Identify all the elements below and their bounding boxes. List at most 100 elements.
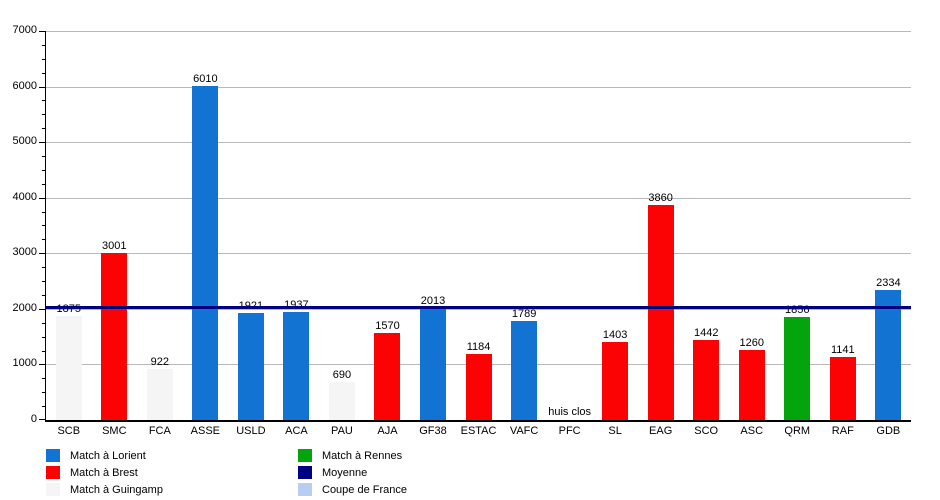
legend-column-2: Match à Rennes Moyenne Coupe de France: [298, 447, 407, 498]
bar-value-label-ACA: 1937: [284, 299, 309, 311]
y-tick-minor-5750: [42, 100, 45, 101]
x-tick-label-SMC: SMC: [102, 425, 127, 437]
legend-item: Match à Lorient: [46, 447, 163, 464]
y-tick-minor-4250: [42, 184, 45, 185]
y-tick-minor-750: [42, 378, 45, 379]
bar-PAU: [328, 382, 355, 420]
x-tick-label-QRM: QRM: [784, 425, 811, 437]
bar-slot-EAG: 3860: [638, 31, 684, 420]
y-tick-major-1000: [39, 364, 45, 365]
y-tick-label-3000: 3000: [12, 246, 37, 258]
plot-area: 1875 3001 922 6010 1921 1937 690 1570 2013 1184 17…: [39, 31, 911, 422]
bar-GDB: [875, 290, 902, 420]
legend-item: Match à Guingamp: [46, 481, 163, 498]
y-tick-minor-3250: [42, 239, 45, 240]
legend-label-coupe: Coupe de France: [322, 483, 407, 496]
gridline-5000: [46, 142, 911, 143]
x-tick-label-GDB: GDB: [876, 425, 901, 437]
y-tick-label-2000: 2000: [12, 302, 37, 314]
x-tick-label-PFC: PFC: [558, 425, 581, 437]
x-tick-label-PAU: PAU: [331, 425, 353, 437]
x-tick-label-ESTAC: ESTAC: [460, 425, 497, 437]
bar-value-label-VAFC: 1789: [511, 308, 537, 320]
bar-value-label-SL: 1403: [602, 329, 628, 341]
y-tick-minor-6750: [42, 45, 45, 46]
bar-slot-PFC: huis clos: [547, 31, 593, 420]
bar-slot-ESTAC: 1184: [456, 31, 502, 420]
bar-value-label-SCO: 1442: [693, 327, 719, 339]
gridline-4000: [46, 198, 911, 199]
y-tick-major-4000: [39, 198, 45, 199]
annotation-PFC: huis clos: [548, 406, 592, 418]
bar-slot-FCA: 922: [137, 31, 183, 420]
y-tick-minor-500: [42, 392, 45, 393]
legend-item: Match à Rennes: [298, 447, 407, 464]
y-tick-minor-5500: [42, 114, 45, 115]
bar-slot-QRM: 1856: [775, 31, 821, 420]
legend-label-brest: Match à Brest: [70, 466, 138, 479]
y-tick-minor-1250: [42, 351, 45, 352]
y-tick-major-5000: [39, 142, 45, 143]
legend-item: Coupe de France: [298, 481, 407, 498]
y-tick-minor-6500: [42, 59, 45, 60]
y-tick-label-1000: 1000: [12, 357, 37, 369]
gridline-7000: [46, 31, 911, 32]
bar-ESTAC: [465, 354, 492, 420]
bar-slot-PAU: 690: [319, 31, 365, 420]
x-tick-label-USLD: USLD: [236, 425, 266, 437]
gridline-2000: [46, 309, 911, 310]
y-tick-major-3000: [39, 253, 45, 254]
y-tick-minor-5250: [42, 128, 45, 129]
y-tick-minor-6250: [42, 73, 45, 74]
legend-swatch-guingamp: [46, 483, 60, 496]
bar-ASC: [738, 350, 765, 420]
bar-USLD: [237, 313, 264, 420]
legend-label-moyenne: Moyenne: [322, 466, 368, 479]
bar-slot-ASC: 1260: [729, 31, 775, 420]
bar-slot-VAFC: 1789: [501, 31, 547, 420]
bar-value-label-ASSE: 6010: [193, 73, 218, 85]
y-tick-major-2000: [39, 309, 45, 310]
bar-QRM: [784, 317, 811, 420]
x-tick-label-SL: SL: [608, 425, 622, 437]
gridline-6000: [46, 87, 911, 88]
legend-swatch-brest: [46, 466, 60, 479]
y-tick-major-0: [39, 419, 45, 420]
bar-value-label-GF38: 2013: [420, 295, 446, 307]
bars-container: 1875 3001 922 6010 1921 1937 690 1570 2013 1184 17…: [46, 31, 911, 420]
bar-value-label-GDB: 2334: [876, 277, 901, 289]
bar-slot-GDB: 2334: [866, 31, 912, 420]
legend-swatch-lorient: [46, 449, 60, 462]
bar-value-label-EAG: 3860: [648, 192, 673, 204]
bar-EAG: [647, 205, 674, 420]
x-tick-label-ASSE: ASSE: [190, 425, 221, 437]
bar-slot-ACA: 1937: [274, 31, 320, 420]
bar-SCB: [55, 316, 82, 420]
x-tick-label-AJA: AJA: [377, 425, 398, 437]
bar-slot-RAF: 1141: [820, 31, 866, 420]
bar-value-label-SCB: 1875: [56, 303, 82, 315]
x-tick-label-VAFC: VAFC: [509, 425, 539, 437]
legend-swatch-rennes: [298, 449, 312, 462]
y-tick-minor-2250: [42, 295, 45, 296]
y-tick-minor-3500: [42, 225, 45, 226]
bar-slot-ASSE: 6010: [183, 31, 229, 420]
bar-value-label-PAU: 690: [332, 369, 352, 381]
average-line: [46, 306, 911, 309]
y-tick-label-4000: 4000: [12, 191, 37, 203]
y-tick-label-5000: 5000: [12, 135, 37, 147]
legend-column-1: Match à Lorient Match à Brest Match à Guin…: [46, 447, 163, 498]
bar-slot-USLD: 1921: [228, 31, 274, 420]
y-tick-label-0: 0: [30, 413, 37, 425]
legend-label-guingamp: Match à Guingamp: [70, 483, 163, 496]
bar-RAF: [829, 357, 856, 420]
y-tick-minor-4750: [42, 156, 45, 157]
y-tick-minor-250: [42, 406, 45, 407]
y-tick-minor-4500: [42, 170, 45, 171]
bar-value-label-ASC: 1260: [739, 337, 764, 349]
bar-AJA: [374, 333, 401, 420]
bar-value-label-FCA: 922: [150, 356, 170, 368]
bar-slot-SCB: 1875: [46, 31, 92, 420]
bar-value-label-RAF: 1141: [830, 344, 855, 356]
